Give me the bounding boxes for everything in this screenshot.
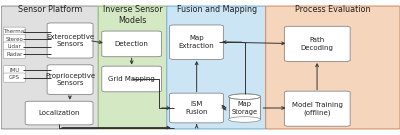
Text: ISM
Fusion: ISM Fusion [185, 101, 208, 115]
Text: Sensor Platform: Sensor Platform [18, 5, 82, 14]
Text: Inverse Sensor
Models: Inverse Sensor Models [103, 5, 163, 25]
FancyBboxPatch shape [3, 73, 25, 82]
FancyBboxPatch shape [47, 23, 93, 58]
FancyBboxPatch shape [1, 6, 99, 129]
Ellipse shape [228, 94, 260, 99]
Text: Proprioceptive
Sensors: Proprioceptive Sensors [45, 73, 95, 86]
Ellipse shape [228, 117, 260, 122]
Text: Lidar: Lidar [7, 44, 21, 49]
FancyBboxPatch shape [102, 66, 162, 92]
Text: Grid Mapping: Grid Mapping [108, 76, 155, 82]
Text: GPS: GPS [9, 75, 20, 80]
FancyBboxPatch shape [25, 101, 93, 125]
Text: Path
Decoding: Path Decoding [301, 37, 334, 51]
Text: Radar: Radar [6, 51, 22, 57]
FancyBboxPatch shape [284, 26, 350, 61]
FancyBboxPatch shape [3, 49, 25, 59]
Text: Process Evaluation: Process Evaluation [295, 5, 371, 14]
Text: Thermal: Thermal [3, 29, 26, 34]
FancyBboxPatch shape [3, 27, 25, 36]
Text: Exteroceptive
Sensors: Exteroceptive Sensors [46, 34, 94, 47]
Text: IMU: IMU [9, 68, 19, 73]
FancyBboxPatch shape [102, 31, 162, 57]
FancyBboxPatch shape [98, 6, 168, 129]
FancyBboxPatch shape [170, 93, 223, 123]
Text: Detection: Detection [115, 41, 149, 47]
FancyBboxPatch shape [3, 66, 25, 75]
Text: Fusion and Mapping: Fusion and Mapping [176, 5, 257, 14]
Text: Localization: Localization [38, 110, 80, 116]
Text: Map
Storage: Map Storage [232, 101, 258, 115]
Text: Stereo: Stereo [5, 37, 23, 42]
FancyBboxPatch shape [3, 42, 25, 51]
FancyBboxPatch shape [228, 97, 260, 119]
FancyBboxPatch shape [170, 25, 223, 59]
FancyBboxPatch shape [284, 91, 350, 126]
FancyBboxPatch shape [167, 6, 266, 129]
FancyBboxPatch shape [47, 65, 93, 94]
Text: Model Training
(offline): Model Training (offline) [292, 102, 343, 116]
Text: Map
Extraction: Map Extraction [178, 35, 214, 49]
FancyBboxPatch shape [266, 6, 400, 129]
FancyBboxPatch shape [3, 35, 25, 44]
